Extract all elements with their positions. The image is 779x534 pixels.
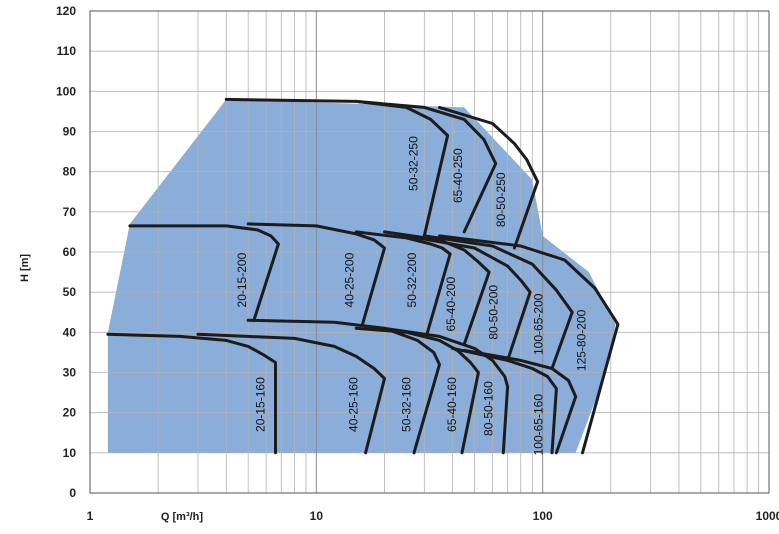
curve-50-32-160 — [246, 318, 441, 455]
pump-curves-layer — [106, 97, 620, 455]
curve-125-80-200 — [438, 234, 620, 455]
curve-label-40-25-160: 40-25-160 — [347, 377, 361, 432]
curve-50-32-250 — [224, 97, 450, 238]
y-tick-label: 50 — [63, 285, 77, 299]
curve-label-20-15-200: 20-15-200 — [235, 252, 249, 307]
x-tick-label: 100 — [533, 509, 553, 523]
curve-20-15-200 — [128, 224, 280, 322]
x-tick-label: 1 — [87, 509, 94, 523]
curve-80-50-250 — [438, 105, 540, 250]
curve-80-50-160 — [383, 326, 510, 455]
coverage-area-layer — [107, 99, 616, 453]
x-tick-label: 1000 — [756, 509, 779, 523]
coverage-area — [107, 99, 616, 453]
curve-label-80-50-250: 80-50-250 — [494, 172, 508, 227]
y-tick-label: 80 — [63, 165, 77, 179]
curve-labels-layer: 50-32-250 65-40-250 80-50-250 20-15-200 40-2… — [235, 136, 589, 455]
curve-label-80-50-160: 80-50-160 — [482, 381, 496, 436]
curve-label-100-65-200: 100-65-200 — [532, 293, 546, 355]
plot-frame — [89, 10, 770, 494]
x-tick-label: 10 — [310, 509, 324, 523]
curve-65-40-200 — [383, 230, 491, 346]
y-tick-label: 10 — [63, 446, 77, 460]
x-axis-label: Q [m³/h] — [161, 511, 203, 523]
curve-label-65-40-160: 65-40-160 — [445, 377, 459, 432]
y-tick-label: 110 — [57, 44, 77, 58]
curve-label-65-40-250: 65-40-250 — [451, 148, 465, 203]
curve-100-65-160 — [451, 346, 558, 455]
curve-40-25-200 — [246, 222, 386, 326]
curve-50-32-200 — [354, 230, 452, 334]
curve-80-50-200 — [404, 234, 532, 362]
curve-40-25-160 — [196, 332, 386, 455]
curve-label-80-50-200: 80-50-200 — [486, 285, 500, 340]
curve-65-40-250 — [354, 99, 498, 234]
curve-label-50-32-200: 50-32-200 — [405, 252, 419, 307]
curve-label-100-65-160: 100-65-160 — [532, 394, 546, 456]
y-tick-label: 0 — [69, 486, 76, 500]
curve-label-125-80-200: 125-80-200 — [575, 309, 589, 371]
curve-125-80-160 — [462, 348, 578, 455]
y-tick-label: 40 — [63, 325, 77, 339]
y-tick-label: 30 — [63, 366, 77, 380]
curve-label-40-25-200: 40-25-200 — [343, 252, 357, 307]
y-tick-label: 90 — [63, 125, 77, 139]
curve-label-50-32-160: 50-32-160 — [399, 377, 413, 432]
y-tick-label: 60 — [63, 245, 77, 259]
y-tick-label: 100 — [56, 84, 76, 98]
curve-label-65-40-200: 65-40-200 — [444, 277, 458, 332]
y-tick-label: 120 — [56, 4, 76, 18]
curve-20-15-160 — [106, 332, 277, 455]
tick-labels-layer: 01020304050607080901001101201101001000 — [56, 4, 779, 523]
curve-label-50-32-250: 50-32-250 — [407, 136, 421, 191]
curve-label-20-15-160: 20-15-160 — [254, 377, 268, 432]
y-tick-label: 20 — [63, 406, 77, 420]
grid-layer — [89, 10, 770, 494]
y-axis-label: H [m] — [19, 254, 31, 282]
curve-100-65-200 — [422, 234, 574, 370]
y-tick-label: 70 — [63, 205, 77, 219]
